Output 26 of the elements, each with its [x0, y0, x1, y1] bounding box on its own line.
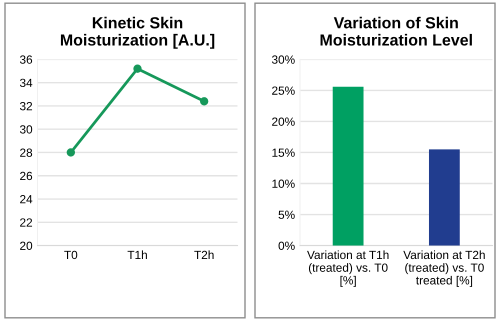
point [200, 97, 208, 106]
y-tick-label: 15% [272, 148, 295, 157]
x-tick-label: T1h [128, 250, 147, 259]
y-tick-label: 20% [272, 117, 295, 126]
point [133, 64, 142, 73]
y-tick-label: 36 [20, 55, 32, 64]
y-tick-label: 0% [278, 242, 295, 250]
chart-title: Variation of Skin Moisturization Level [320, 16, 472, 46]
y-tick-label: 20 [20, 242, 32, 250]
y-tick-label: 24 [20, 195, 32, 204]
x-tick-label: Variation at T1h (treated) vs. T0 [%] [307, 250, 388, 287]
y-tick-label: 26 [20, 172, 32, 180]
y-tick-label: 30 [20, 125, 32, 134]
y-tick-label: 10% [272, 180, 295, 188]
point [66, 148, 75, 157]
y-tick-label: 25% [272, 86, 295, 95]
y-tick-label: 5% [278, 210, 295, 219]
y-tick-label: 22 [20, 218, 32, 227]
y-tick-label: 34 [20, 78, 32, 88]
y-tick-label: 28 [20, 148, 32, 157]
x-tick-label: Variation at T2h (treated) vs. T0 treated [%] [403, 250, 485, 287]
y-tick-label: 32 [20, 102, 32, 110]
y-tick-label: 30% [272, 55, 295, 64]
chart-title: Kinetic Skin Moisturization [A.U.] [60, 16, 214, 49]
x-tick-label: T2h [194, 250, 214, 259]
x-tick-label: T0 [64, 250, 78, 260]
